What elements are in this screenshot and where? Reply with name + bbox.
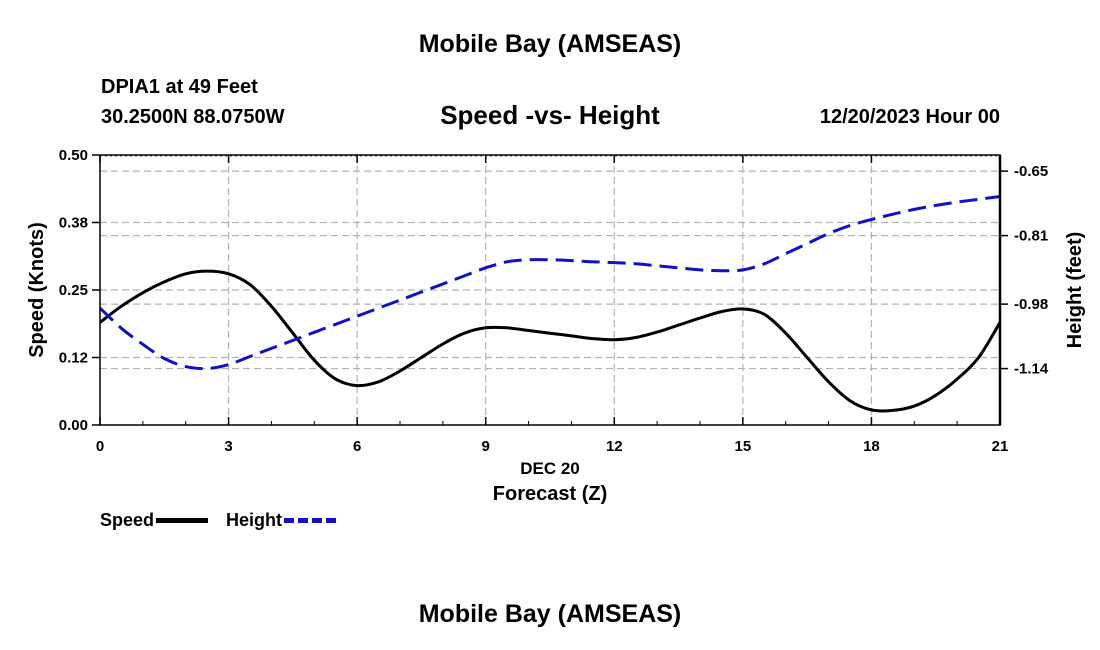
station-coordinates: 30.2500N 88.0750W	[101, 106, 285, 128]
y-left-tick-label: 0.00	[59, 417, 88, 434]
forecast-timestamp: 12/20/2023 Hour 00	[819, 106, 1000, 128]
legend-height-label: Height	[226, 509, 283, 530]
x-tick-label: 3	[224, 438, 232, 455]
y-right-tick-label: -0.98	[1014, 296, 1048, 313]
chart-legend: Speed Height	[100, 509, 354, 531]
y-left-tick-label: 0.12	[59, 350, 88, 367]
grid-lines	[100, 155, 1000, 425]
y-axis-left-label: Speed (Knots)	[26, 222, 48, 358]
series-line-speed	[99, 269, 1002, 413]
y-left-tick-label: 0.38	[59, 215, 88, 232]
footer-title: Mobile Bay (AMSEAS)	[418, 600, 682, 628]
legend-height-swatch	[284, 517, 337, 523]
x-tick-label: 18	[863, 438, 880, 455]
legend-item-height: Height	[226, 509, 337, 531]
y-right-tick-label: -0.65	[1014, 163, 1048, 180]
chart-subtitle: Speed -vs- Height	[440, 100, 660, 130]
x-tick-label: 12	[606, 438, 623, 455]
x-axis-date-label: DEC 20	[520, 459, 580, 478]
y-right-tick-label: -1.14	[1014, 361, 1049, 378]
x-tick-label: 21	[992, 438, 1009, 455]
x-tick-label: 15	[735, 438, 752, 455]
legend-item-speed: Speed	[100, 509, 209, 531]
legend-speed-swatch	[156, 517, 209, 523]
legend-speed-label: Speed	[100, 509, 155, 530]
chart-title: Mobile Bay (AMSEAS)	[418, 30, 682, 58]
x-tick-label: 6	[353, 438, 361, 455]
y-left-tick-label: 0.25	[59, 282, 88, 299]
axis-ticks: 0 3 6 9 12 15 18 21 0.00 0.12 0.25 0.38 0.50 -1.14 -0.…	[59, 147, 1049, 455]
x-axis-label: Forecast (Z)	[493, 483, 607, 505]
station-label: DPIA1 at 49 Feet	[101, 76, 258, 98]
x-tick-label: 0	[96, 438, 104, 455]
series-lines	[98, 195, 1002, 413]
y-axis-right-label: Height (feet)	[1064, 232, 1086, 349]
y-left-tick-label: 0.50	[59, 147, 88, 164]
x-tick-label: 9	[482, 438, 490, 455]
y-right-tick-label: -0.81	[1014, 228, 1048, 245]
axis-labels: Speed (Knots) Height (feet) DEC 20 Forec…	[26, 222, 1086, 505]
